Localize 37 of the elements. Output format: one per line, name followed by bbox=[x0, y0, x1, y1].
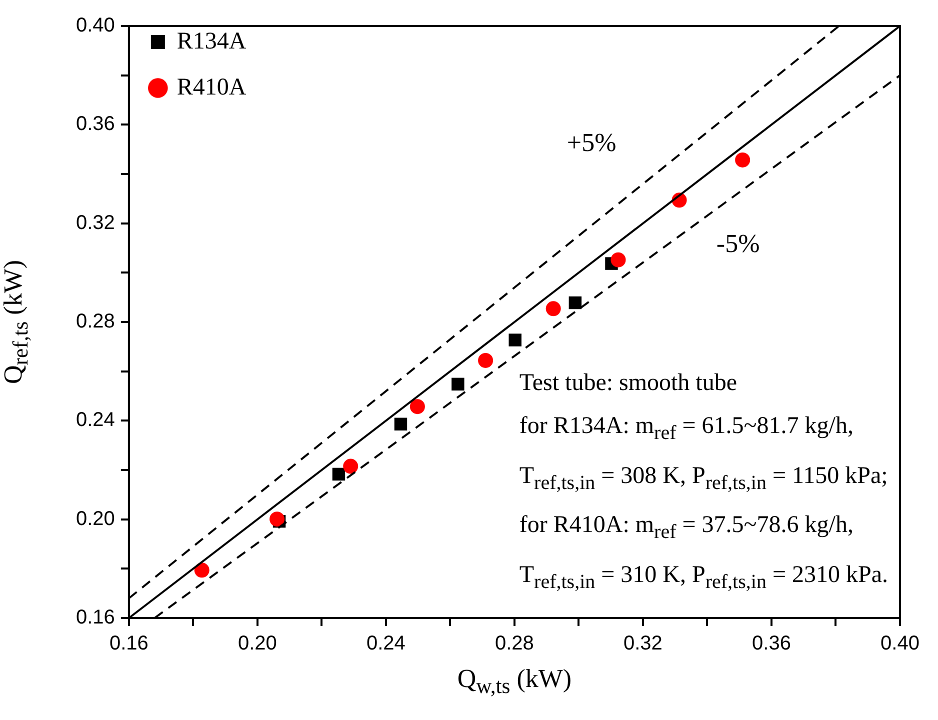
annotation: T$_{ref,ts,in}$ = 310 K, P$_{ref,ts,in}$ = 2310 kPa. bbox=[519, 561, 888, 595]
x-tick-label: 0.20 bbox=[238, 632, 277, 655]
point bbox=[410, 399, 425, 414]
annotation: T$_{ref,ts,in}$ = 308 K, P$_{ref,ts,in}$ = 1150 kPa; bbox=[519, 462, 888, 496]
point bbox=[508, 334, 522, 346]
x-tick-label: 0.32 bbox=[624, 632, 662, 655]
point bbox=[194, 562, 210, 578]
point bbox=[343, 458, 358, 474]
point bbox=[452, 378, 464, 391]
point bbox=[332, 468, 346, 481]
point bbox=[394, 418, 408, 430]
annotation: for R134A: m$_{ref}$ = 61.5~81.7 kg/h, bbox=[519, 412, 854, 446]
x-tick-label: 0.24 bbox=[366, 632, 406, 655]
point bbox=[735, 152, 750, 168]
y-tick-label: 0.20 bbox=[76, 508, 115, 530]
point bbox=[478, 352, 494, 368]
legend-label: R410A bbox=[176, 74, 247, 100]
annotation: Test tube: smooth tube bbox=[519, 368, 738, 398]
y-tick-label: 0.16 bbox=[76, 606, 115, 629]
annotation: -5% bbox=[716, 228, 760, 258]
y-tick-label: 0.32 bbox=[76, 212, 115, 234]
y-tick-label: 0.28 bbox=[76, 310, 115, 333]
y-tick-label: 0.24 bbox=[76, 409, 115, 432]
y-tick-label: 0.36 bbox=[76, 113, 115, 136]
point bbox=[546, 301, 561, 316]
x-tick-label: 0.28 bbox=[494, 632, 534, 655]
x-tick-label: 0.36 bbox=[752, 632, 791, 655]
annotation: for R410A: m$_{ref}$ = 37.5~78.6 kg/h, bbox=[519, 511, 854, 546]
point bbox=[568, 296, 582, 310]
x-axis-title: Q$_{w,ts}$ (kW) bbox=[457, 664, 572, 700]
point bbox=[610, 252, 626, 268]
x-tick-label: 0.40 bbox=[880, 632, 920, 655]
x-tick-label: 0.16 bbox=[109, 632, 148, 655]
legend-label: R134A bbox=[176, 28, 247, 54]
annotation: +5% bbox=[566, 128, 616, 158]
y-tick-label: 0.40 bbox=[76, 14, 115, 37]
point bbox=[270, 512, 285, 527]
